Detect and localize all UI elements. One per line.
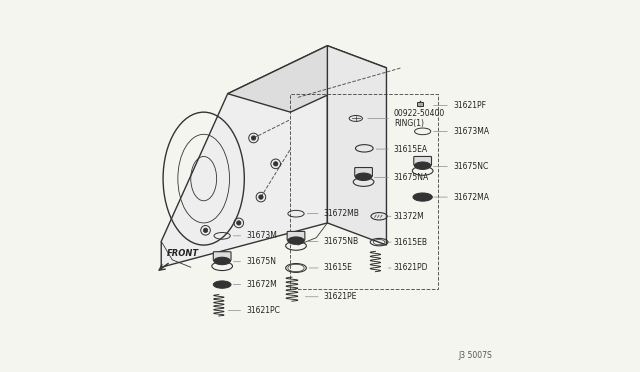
FancyBboxPatch shape: [213, 252, 231, 260]
Circle shape: [273, 161, 278, 166]
Text: 31672MB: 31672MB: [307, 209, 360, 218]
Text: 31372M: 31372M: [388, 212, 424, 221]
Text: 31621PC: 31621PC: [228, 306, 280, 315]
Text: 31675NC: 31675NC: [433, 162, 488, 171]
Text: 31621PF: 31621PF: [433, 101, 486, 110]
Text: 31675NA: 31675NA: [374, 173, 429, 182]
Text: 31675N: 31675N: [234, 257, 276, 266]
Text: 31615EB: 31615EB: [388, 238, 428, 247]
Text: 31673M: 31673M: [234, 231, 277, 240]
Text: 31621PD: 31621PD: [388, 263, 428, 272]
Text: J3 5007S: J3 5007S: [458, 350, 492, 359]
Circle shape: [237, 221, 241, 225]
Polygon shape: [228, 46, 387, 112]
Ellipse shape: [413, 193, 432, 201]
Text: 31672M: 31672M: [234, 280, 277, 289]
Text: 31615E: 31615E: [309, 263, 353, 272]
FancyBboxPatch shape: [287, 231, 305, 240]
Text: FRONT: FRONT: [167, 249, 199, 258]
Ellipse shape: [355, 173, 372, 180]
FancyBboxPatch shape: [355, 167, 372, 176]
Ellipse shape: [288, 237, 304, 244]
Circle shape: [204, 228, 208, 232]
Text: 31621PE: 31621PE: [305, 292, 357, 301]
Text: 31675NB: 31675NB: [307, 237, 359, 246]
Polygon shape: [328, 46, 387, 245]
Circle shape: [252, 136, 256, 140]
Ellipse shape: [415, 162, 431, 169]
Text: 31672MA: 31672MA: [433, 193, 489, 202]
Text: 31615EA: 31615EA: [376, 145, 428, 154]
FancyBboxPatch shape: [414, 157, 431, 165]
Polygon shape: [161, 46, 328, 267]
Bar: [417, 102, 422, 106]
Ellipse shape: [214, 257, 230, 264]
Text: 00922-50400
RING(1): 00922-50400 RING(1): [368, 109, 445, 128]
Ellipse shape: [213, 281, 231, 288]
Circle shape: [259, 195, 263, 199]
Text: 31673MA: 31673MA: [433, 127, 489, 136]
